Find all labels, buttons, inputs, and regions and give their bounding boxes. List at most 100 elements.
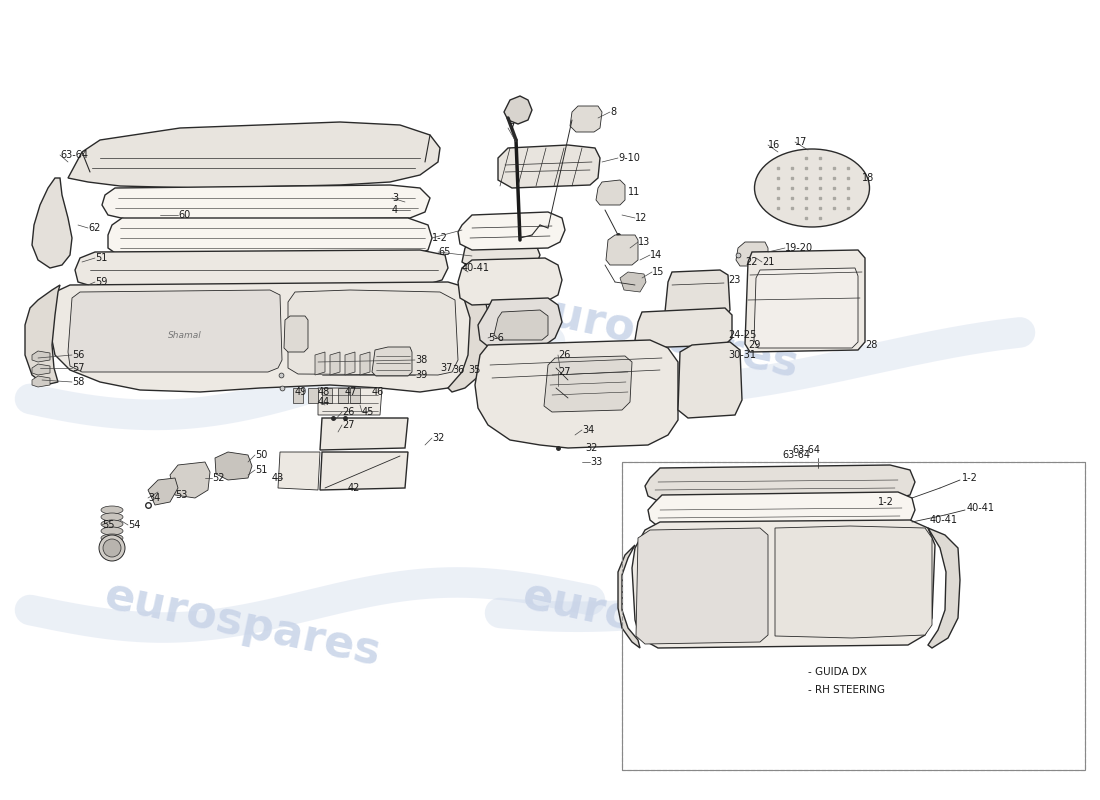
Text: 1-2: 1-2: [962, 473, 978, 483]
Text: 32: 32: [432, 433, 444, 443]
Polygon shape: [32, 178, 72, 268]
Polygon shape: [618, 545, 640, 648]
Ellipse shape: [101, 541, 123, 549]
Text: eurospares: eurospares: [100, 286, 384, 386]
Text: 23: 23: [728, 275, 740, 285]
Text: 36: 36: [452, 365, 464, 375]
Text: 58: 58: [72, 377, 85, 387]
Polygon shape: [288, 290, 458, 375]
Polygon shape: [448, 285, 490, 392]
Text: 24-25: 24-25: [728, 330, 757, 340]
Polygon shape: [68, 122, 440, 188]
Ellipse shape: [306, 357, 318, 369]
Polygon shape: [372, 347, 412, 376]
Polygon shape: [360, 352, 370, 375]
Text: 49: 49: [295, 387, 307, 397]
Ellipse shape: [101, 506, 123, 514]
Text: eurospares: eurospares: [518, 574, 802, 674]
Polygon shape: [462, 238, 540, 272]
Ellipse shape: [103, 539, 121, 557]
Text: 63-64: 63-64: [60, 150, 88, 160]
Text: 40-41: 40-41: [462, 263, 490, 273]
Text: 13: 13: [638, 237, 650, 247]
Polygon shape: [635, 308, 732, 348]
Text: 50: 50: [255, 450, 267, 460]
Polygon shape: [75, 250, 448, 287]
Polygon shape: [148, 478, 178, 505]
Polygon shape: [25, 285, 60, 385]
Text: 34: 34: [582, 425, 594, 435]
Text: 11: 11: [628, 187, 640, 197]
Text: 26: 26: [342, 407, 354, 417]
Polygon shape: [736, 242, 768, 266]
Polygon shape: [102, 185, 430, 220]
Text: 38: 38: [415, 355, 427, 365]
Text: 18: 18: [862, 173, 874, 183]
Text: - RH STEERING: - RH STEERING: [808, 685, 886, 695]
Text: 1-2: 1-2: [432, 233, 448, 243]
Text: 44: 44: [318, 397, 330, 407]
Ellipse shape: [101, 513, 123, 521]
Text: 45: 45: [362, 407, 374, 417]
Polygon shape: [350, 388, 360, 403]
Text: 17: 17: [795, 137, 807, 147]
Text: 63-64: 63-64: [792, 445, 820, 455]
Polygon shape: [293, 388, 303, 403]
Text: 60: 60: [178, 210, 190, 220]
Polygon shape: [32, 351, 50, 362]
Polygon shape: [498, 145, 600, 188]
Polygon shape: [458, 212, 565, 250]
Text: 51: 51: [95, 253, 108, 263]
Polygon shape: [308, 388, 318, 403]
Polygon shape: [645, 465, 915, 502]
Polygon shape: [278, 452, 320, 490]
Text: 63-64: 63-64: [782, 450, 810, 460]
Polygon shape: [606, 235, 638, 265]
Polygon shape: [345, 352, 355, 375]
Text: 55: 55: [102, 520, 114, 530]
Polygon shape: [330, 352, 340, 375]
Text: 5-6: 5-6: [488, 333, 504, 343]
Text: 34: 34: [148, 493, 161, 503]
Ellipse shape: [101, 520, 123, 528]
Text: 14: 14: [650, 250, 662, 260]
Text: 29: 29: [748, 340, 760, 350]
Ellipse shape: [101, 534, 123, 542]
Polygon shape: [776, 526, 932, 638]
Polygon shape: [284, 316, 308, 352]
Text: - GUIDA DX: - GUIDA DX: [808, 667, 867, 677]
Text: 22: 22: [745, 257, 758, 267]
Text: 42: 42: [348, 483, 361, 493]
Polygon shape: [320, 418, 408, 450]
Text: 7: 7: [508, 123, 515, 133]
Text: eurospares: eurospares: [518, 286, 802, 386]
Text: 46: 46: [372, 387, 384, 397]
Text: 19-20: 19-20: [785, 243, 813, 253]
Text: 28: 28: [865, 340, 878, 350]
Text: 52: 52: [212, 473, 224, 483]
Text: 16: 16: [768, 140, 780, 150]
Polygon shape: [322, 388, 332, 403]
Text: 47: 47: [345, 387, 358, 397]
Polygon shape: [458, 258, 562, 305]
Polygon shape: [32, 376, 50, 387]
Polygon shape: [494, 310, 548, 340]
Polygon shape: [320, 452, 408, 490]
Text: 9-10: 9-10: [618, 153, 640, 163]
Text: 40-41: 40-41: [967, 503, 996, 513]
Text: 56: 56: [72, 350, 85, 360]
Text: 65: 65: [438, 247, 450, 257]
Text: 8: 8: [610, 107, 616, 117]
Text: 32: 32: [585, 443, 597, 453]
Text: 57: 57: [72, 363, 85, 373]
Text: 27: 27: [558, 367, 571, 377]
Polygon shape: [596, 180, 625, 205]
Text: 26: 26: [558, 350, 571, 360]
Text: 51: 51: [255, 465, 267, 475]
Polygon shape: [315, 352, 324, 375]
Polygon shape: [318, 388, 382, 415]
Text: 48: 48: [318, 387, 330, 397]
Text: 1-2: 1-2: [878, 497, 894, 507]
Polygon shape: [754, 268, 858, 348]
Polygon shape: [50, 282, 475, 392]
